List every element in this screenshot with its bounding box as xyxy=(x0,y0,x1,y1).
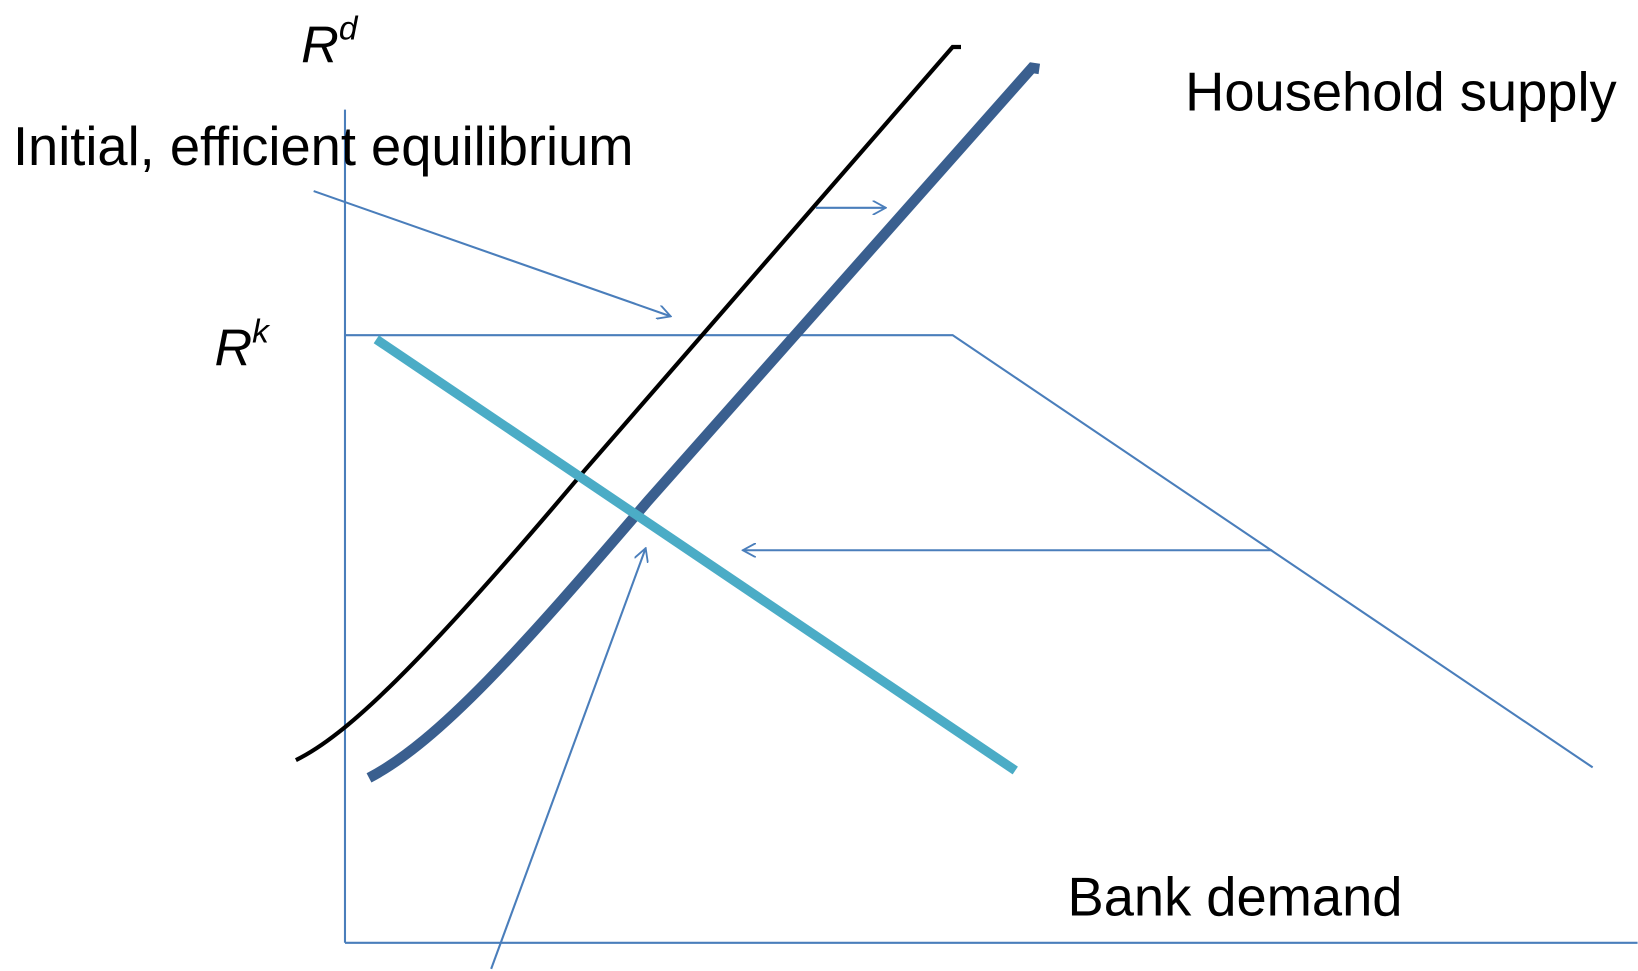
shifted-demand-line xyxy=(373,335,1018,775)
y-axis-label: Rd xyxy=(301,11,359,75)
rate-label: Rk xyxy=(214,313,271,377)
arrow xyxy=(313,190,671,316)
symbol: R xyxy=(214,319,252,377)
shifted-supply-curve xyxy=(366,62,1041,783)
superscript: k xyxy=(252,313,271,350)
superscript: d xyxy=(339,11,359,48)
initial-demand-line xyxy=(344,334,1594,769)
demand-label: Bank demand xyxy=(1067,867,1402,928)
arrow xyxy=(490,548,646,970)
initial-supply-curve xyxy=(294,44,961,762)
supply-label: Household supply xyxy=(1185,62,1617,123)
annotation: Initial, efficient equilibrium xyxy=(13,116,634,177)
symbol: R xyxy=(301,17,339,75)
